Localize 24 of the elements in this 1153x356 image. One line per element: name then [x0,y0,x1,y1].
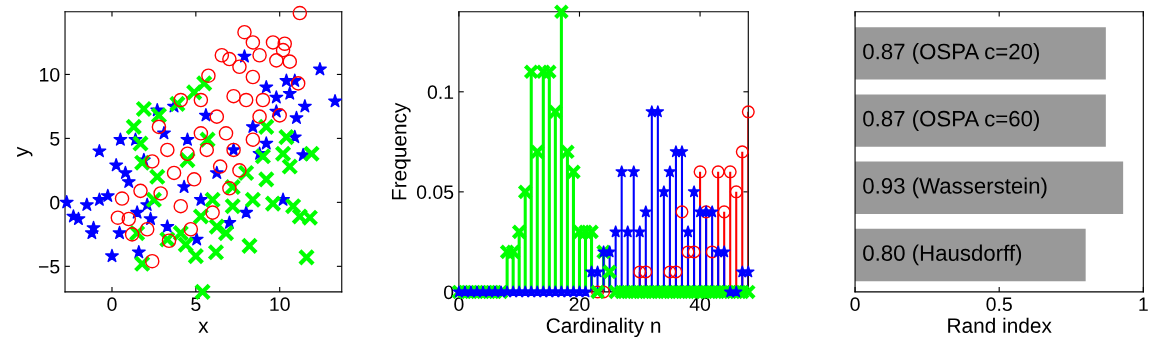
x-axis-title: x [198,321,209,333]
y-tick-label: 5 [50,132,60,146]
y-tick-label: 10 [40,67,60,82]
y-axis-title: y [17,146,33,157]
data-label: 0.80 (Hausdorff) [863,244,1022,266]
x-tick-label: 40 [689,297,711,312]
x-tick-label: 0 [850,297,860,312]
x-tick-label: 20 [569,297,590,312]
data-label: 0.93 (Wasserstein) [863,177,1047,199]
y-tick-label: −5 [38,260,60,274]
x-tick-label: 0.5 [986,297,1012,312]
x-tick-label: 10 [270,297,290,312]
y-axis-title: Frequency [391,102,411,200]
y-tick-label: 0 [50,195,60,210]
x-tick-label: 0 [107,297,117,312]
y-tick-label: 0 [443,285,454,300]
data-label: 0.87 (OSPA c=60) [863,110,1039,131]
x-tick-label: 1 [1139,297,1148,311]
data-label: 0.87 (OSPA c=20) [863,43,1039,64]
y-tick-label: 0.05 [416,185,454,200]
x-axis-title: Rand index [948,317,1052,333]
y-tick-label: 0.1 [427,85,454,100]
x-tick-label: 0 [454,297,464,312]
x-axis-title: Cardinality n [546,317,661,338]
